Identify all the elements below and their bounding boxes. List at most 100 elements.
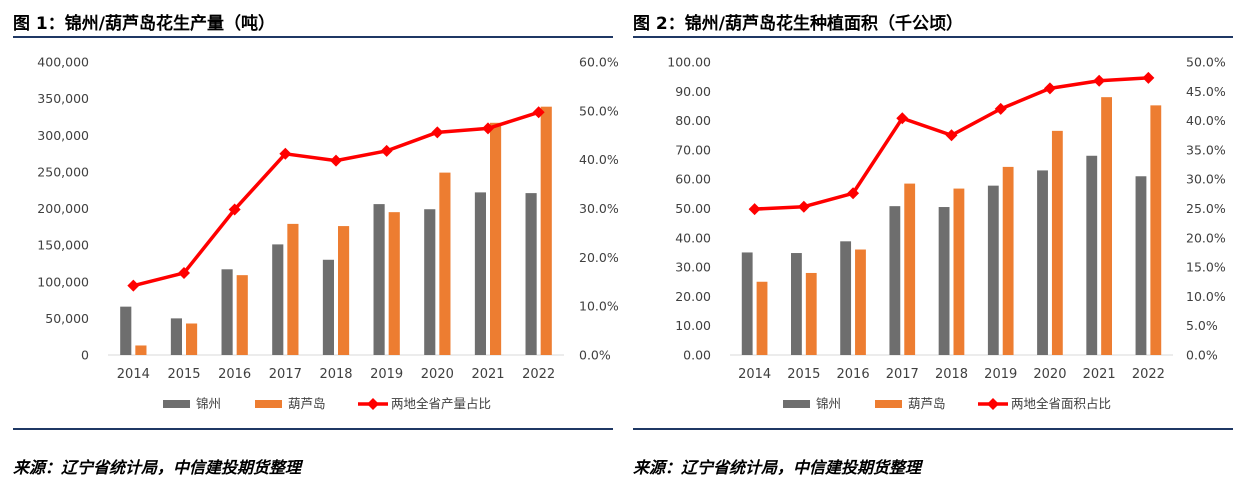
x-tick-label: 2018	[935, 367, 968, 382]
x-tick-label: 2016	[837, 367, 870, 382]
legend-label-share: 两地全省面积占比	[1011, 396, 1111, 411]
y-left-tick-label: 250,000	[37, 164, 89, 179]
bar-jinzhou	[221, 269, 233, 355]
title-rule	[13, 36, 613, 38]
bar-jinzhou	[424, 209, 436, 355]
y-right-tick-label: 10.0%	[579, 299, 619, 314]
y-right-tick-label: 30.0%	[1186, 172, 1226, 187]
y-right-tick-label: 20.0%	[579, 250, 619, 265]
x-tick-label: 2017	[886, 367, 919, 382]
y-left-tick-label: 200,000	[37, 201, 89, 216]
production-chart: 0 50,000 100,000 150,000 200,000 250,000 300,0…	[37, 55, 619, 412]
bar-huludao	[953, 188, 965, 355]
x-tick-label: 2018	[319, 367, 352, 382]
bar-huludao	[439, 172, 451, 355]
legend-label-share: 两地全省产量占比	[391, 396, 491, 411]
x-tick-label: 2019	[370, 367, 403, 382]
x-tick-label: 2021	[1083, 367, 1116, 382]
x-tick-label: 2014	[117, 367, 150, 382]
share-point	[847, 187, 860, 200]
x-tick-label: 2014	[738, 367, 771, 382]
x-tick-label: 2022	[522, 367, 555, 382]
x-tick-label: 2015	[787, 367, 820, 382]
y-right-tick-label: 15.0%	[1186, 260, 1226, 275]
x-tick-label: 2019	[984, 367, 1017, 382]
bar-jinzhou	[791, 253, 802, 355]
y-left-tick-label: 50.00	[675, 201, 711, 216]
legend-swatch-huludao	[255, 400, 282, 408]
y-left-tick-label: 400,000	[37, 55, 89, 70]
share-point	[178, 266, 190, 279]
y-right-tick-label: 35.0%	[1186, 142, 1226, 157]
source-note: 来源：辽宁省统计局，中信建投期货整理	[13, 458, 302, 477]
legend-label-jinzhou: 锦州	[816, 396, 841, 411]
bar-jinzhou	[1135, 176, 1147, 355]
share-point	[279, 147, 292, 160]
bar-huludao	[236, 275, 248, 355]
legend-label-huludao: 葫芦岛	[288, 396, 326, 411]
bar-huludao	[1150, 105, 1162, 355]
chart-panel-area: 图 2：锦州/葫芦岛花生种植面积（千公顷） 0.00 10.00 20.00 30.0…	[633, 0, 1233, 485]
bar-jinzhou	[120, 306, 132, 355]
bar-jinzhou	[322, 259, 334, 355]
share-point	[380, 144, 393, 157]
share-point	[1142, 71, 1155, 84]
share-point	[330, 154, 342, 167]
x-tick-label: 2015	[167, 367, 200, 382]
x-tick-label: 2021	[471, 367, 504, 382]
legend-marker-share	[987, 398, 999, 410]
y-left-tick-label: 70.00	[675, 142, 711, 157]
y-left-tick-label: 0.00	[683, 348, 711, 363]
share-point	[482, 122, 494, 135]
bar-huludao	[1002, 166, 1014, 355]
bar-huludao	[540, 106, 552, 356]
y-right-tick-label: 50.0%	[579, 103, 619, 118]
y-right-tick-label: 40.0%	[579, 152, 619, 167]
bar-huludao	[855, 249, 866, 355]
chart-panel-production: 图 1：锦州/葫芦岛花生产量（吨） 0 50,000 100,000 150,000 2…	[13, 0, 619, 485]
y-left-tick-label: 60.00	[675, 172, 711, 187]
legend-swatch-jinzhou	[163, 400, 190, 408]
y-left-tick-label: 30.00	[675, 260, 711, 275]
x-tick-label: 2020	[421, 367, 454, 382]
y-right-tick-label: 0.0%	[1186, 348, 1218, 363]
share-point	[127, 279, 140, 292]
y-left-tick-label: 0	[81, 348, 89, 363]
y-right-tick-label: 10.0%	[1186, 289, 1226, 304]
y-left-tick-label: 80.00	[675, 113, 711, 128]
bar-jinzhou	[1086, 155, 1098, 355]
area-chart: 0.00 10.00 20.00 30.00 40.00 50.00 60.00 70.00 8…	[667, 55, 1226, 412]
bar-huludao	[490, 122, 502, 355]
chart-title: 图 1：锦州/葫芦岛花生产量（吨）	[13, 14, 275, 34]
bar-huludao	[805, 272, 817, 355]
y-left-tick-label: 100.00	[667, 55, 711, 70]
y-left-tick-label: 50,000	[45, 311, 89, 326]
bar-huludao	[287, 223, 299, 355]
bar-jinzhou	[840, 241, 852, 355]
bar-jinzhou	[938, 207, 950, 355]
y-left-tick-label: 20.00	[675, 289, 711, 304]
legend-swatch-huludao	[875, 400, 902, 408]
bar-huludao	[388, 212, 400, 355]
y-left-tick-label: 90.00	[675, 84, 711, 99]
y-right-tick-label: 5.0%	[1186, 318, 1218, 333]
y-right-tick-label: 45.0%	[1186, 84, 1226, 99]
y-right-tick-label: 50.0%	[1186, 55, 1226, 70]
share-point	[797, 200, 810, 213]
bar-huludao	[135, 345, 147, 355]
y-right-tick-label: 60.0%	[579, 55, 619, 70]
legend-marker-share	[367, 398, 379, 410]
y-left-tick-label: 300,000	[37, 128, 89, 143]
share-point	[896, 112, 909, 125]
footer-rule	[633, 428, 1233, 430]
share-point	[994, 102, 1007, 115]
y-left-tick-label: 40.00	[675, 230, 711, 245]
bar-huludao	[338, 226, 350, 355]
bar-jinzhou	[170, 318, 182, 355]
share-point	[1093, 74, 1106, 87]
bar-jinzhou	[373, 204, 385, 355]
chart-title: 图 2：锦州/葫芦岛花生种植面积（千公顷）	[633, 14, 963, 34]
source-note: 来源：辽宁省统计局，中信建投期货整理	[633, 458, 922, 477]
y-right-tick-label: 20.0%	[1186, 230, 1226, 245]
bar-jinzhou	[1037, 170, 1048, 355]
